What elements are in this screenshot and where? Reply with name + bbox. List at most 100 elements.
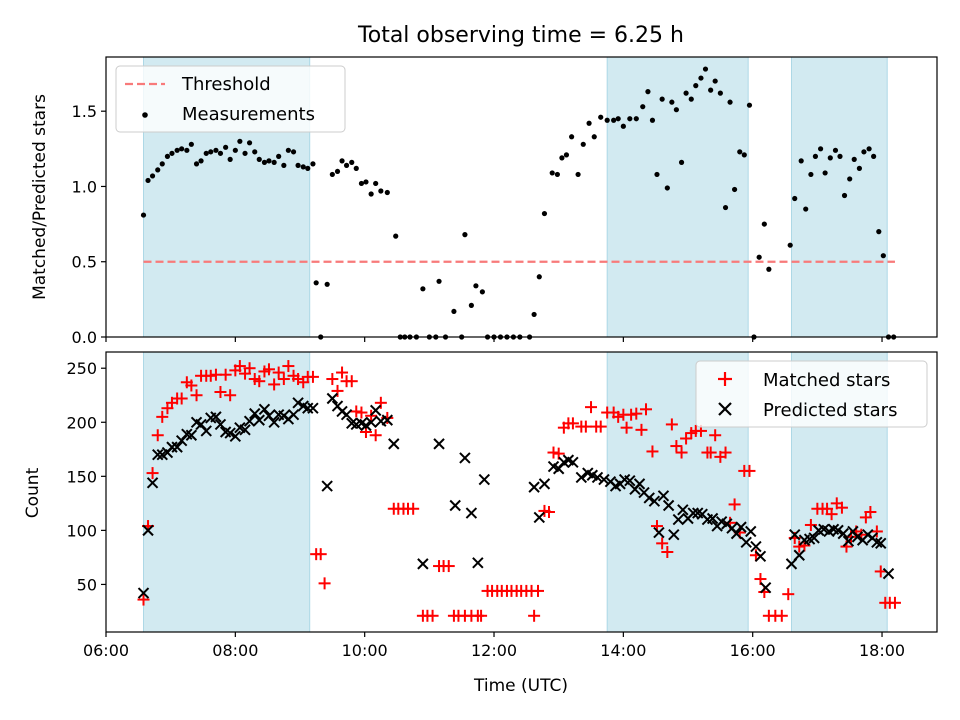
predicted-star-point <box>449 499 461 512</box>
top-series-0 <box>140 66 897 340</box>
predicted-star-point <box>832 524 844 537</box>
matched-star-point <box>870 525 883 538</box>
measurement-point <box>698 75 704 81</box>
measurement-point <box>252 149 258 155</box>
matched-star-point <box>219 368 232 381</box>
matched-star-point <box>262 363 275 376</box>
measurement-point <box>792 195 798 202</box>
matched-star-point <box>804 518 817 531</box>
measurement-point <box>295 162 301 168</box>
matched-star-point <box>579 420 592 433</box>
measurement-point <box>712 78 718 84</box>
bottom-legend-box <box>695 360 928 428</box>
predicted-star-point <box>287 408 300 421</box>
matched-star-point <box>782 588 795 601</box>
x-tick-label: 06:00 <box>83 641 129 660</box>
matched-star-point <box>350 405 363 418</box>
predicted-star-point-b <box>789 528 801 541</box>
predicted-star-point <box>307 402 319 414</box>
measurement-point <box>798 158 804 164</box>
top-legend: Threshold Measurements <box>115 65 346 133</box>
measurement-point <box>193 161 200 167</box>
predicted-star-point <box>528 481 540 493</box>
predicted-star-point <box>687 507 699 519</box>
matched-star-point <box>661 546 674 558</box>
measurement-point <box>358 180 365 187</box>
measurement-point <box>841 192 848 199</box>
predicted-star-point-b <box>672 513 685 526</box>
top-y-tick-label: 1.5 <box>72 102 97 121</box>
matched-star-point <box>675 446 688 459</box>
matched-star-point <box>743 464 756 477</box>
matched-star-point <box>542 506 555 518</box>
matched-star-point <box>318 577 331 590</box>
predicted-star-point-b <box>575 471 588 484</box>
measurement-point <box>393 233 399 239</box>
predicted-star-point-b <box>185 429 198 441</box>
predicted-star-point-b <box>730 527 743 540</box>
measurement-point <box>569 134 575 140</box>
matched-star-point <box>656 537 669 550</box>
measurement-point <box>324 281 330 287</box>
threshold-legend-label: Threshold <box>181 74 271 95</box>
predicted-star-point-b <box>547 460 560 473</box>
measurement-point <box>242 150 248 156</box>
predicted-star-point <box>214 418 227 431</box>
x-tick-label: 08:00 <box>212 641 258 660</box>
measurement-point <box>861 149 867 155</box>
predicted-star-point <box>200 425 212 437</box>
predicted-star-point <box>210 411 222 423</box>
measurement-point <box>620 123 626 129</box>
predicted-star-point-b <box>381 414 394 426</box>
predicted-star-point-b <box>171 441 183 453</box>
predicted-star-point-b <box>793 549 805 561</box>
predicted-star-point-b <box>832 524 844 537</box>
measurement-point <box>462 232 468 238</box>
measurements-legend-swatch <box>142 112 148 118</box>
measurement-point <box>822 170 828 176</box>
x-tick-label: 10:00 <box>342 641 388 660</box>
predicted-star-point-b <box>214 418 227 431</box>
predicted-star-point <box>224 427 236 439</box>
measurement-point <box>812 153 819 159</box>
bottom-shaded-interval-0 <box>143 351 311 633</box>
predicted-star-point <box>706 512 719 525</box>
x-tick-label: 14:00 <box>600 641 646 660</box>
predicted-star-point <box>735 521 747 533</box>
measurement-point <box>271 159 277 165</box>
predicted-star-point <box>146 477 159 489</box>
predicted-star-point <box>472 557 484 569</box>
matched-star-point <box>214 386 227 398</box>
bottom-y-tick-label: 150 <box>66 467 97 486</box>
measurement-point <box>169 150 175 156</box>
matched-star-point <box>306 370 319 383</box>
measurements-legend-label: Measurements <box>182 104 315 125</box>
predicted-star-point-b <box>239 424 251 436</box>
measurement-point <box>645 89 651 95</box>
measurement-point <box>563 152 570 158</box>
measurement-point <box>586 120 592 126</box>
predicted-star-point <box>381 414 394 426</box>
predicted-star-point <box>433 438 445 450</box>
matched-star-point <box>670 440 683 453</box>
measurement-point <box>554 171 560 178</box>
predicted-star-point-b <box>360 419 372 432</box>
predicted-star-point-b <box>657 490 670 502</box>
top-legend-box <box>115 65 346 133</box>
top-panel: Total observing time = 6.25 h 0.0 0.5 1.0 1… <box>30 23 938 347</box>
predicted-star-point-b <box>340 408 353 421</box>
predicted-star-point-b <box>687 507 699 519</box>
predicted-star-point-b <box>355 417 368 430</box>
matched-star-point <box>825 508 838 521</box>
predicted-star-point-b <box>234 421 246 434</box>
measurement-point <box>756 254 762 260</box>
measurement-point <box>717 90 723 96</box>
predicted-star-point <box>648 495 661 507</box>
predicted-star-point-b <box>692 507 704 519</box>
top-shaded-interval-2 <box>790 56 888 338</box>
measurement-point <box>741 152 747 158</box>
matched-star-point <box>639 403 652 416</box>
predicted-star-point-b <box>668 528 680 541</box>
predicted-star-point-b <box>745 525 757 538</box>
predicted-star-point-b <box>882 567 895 580</box>
